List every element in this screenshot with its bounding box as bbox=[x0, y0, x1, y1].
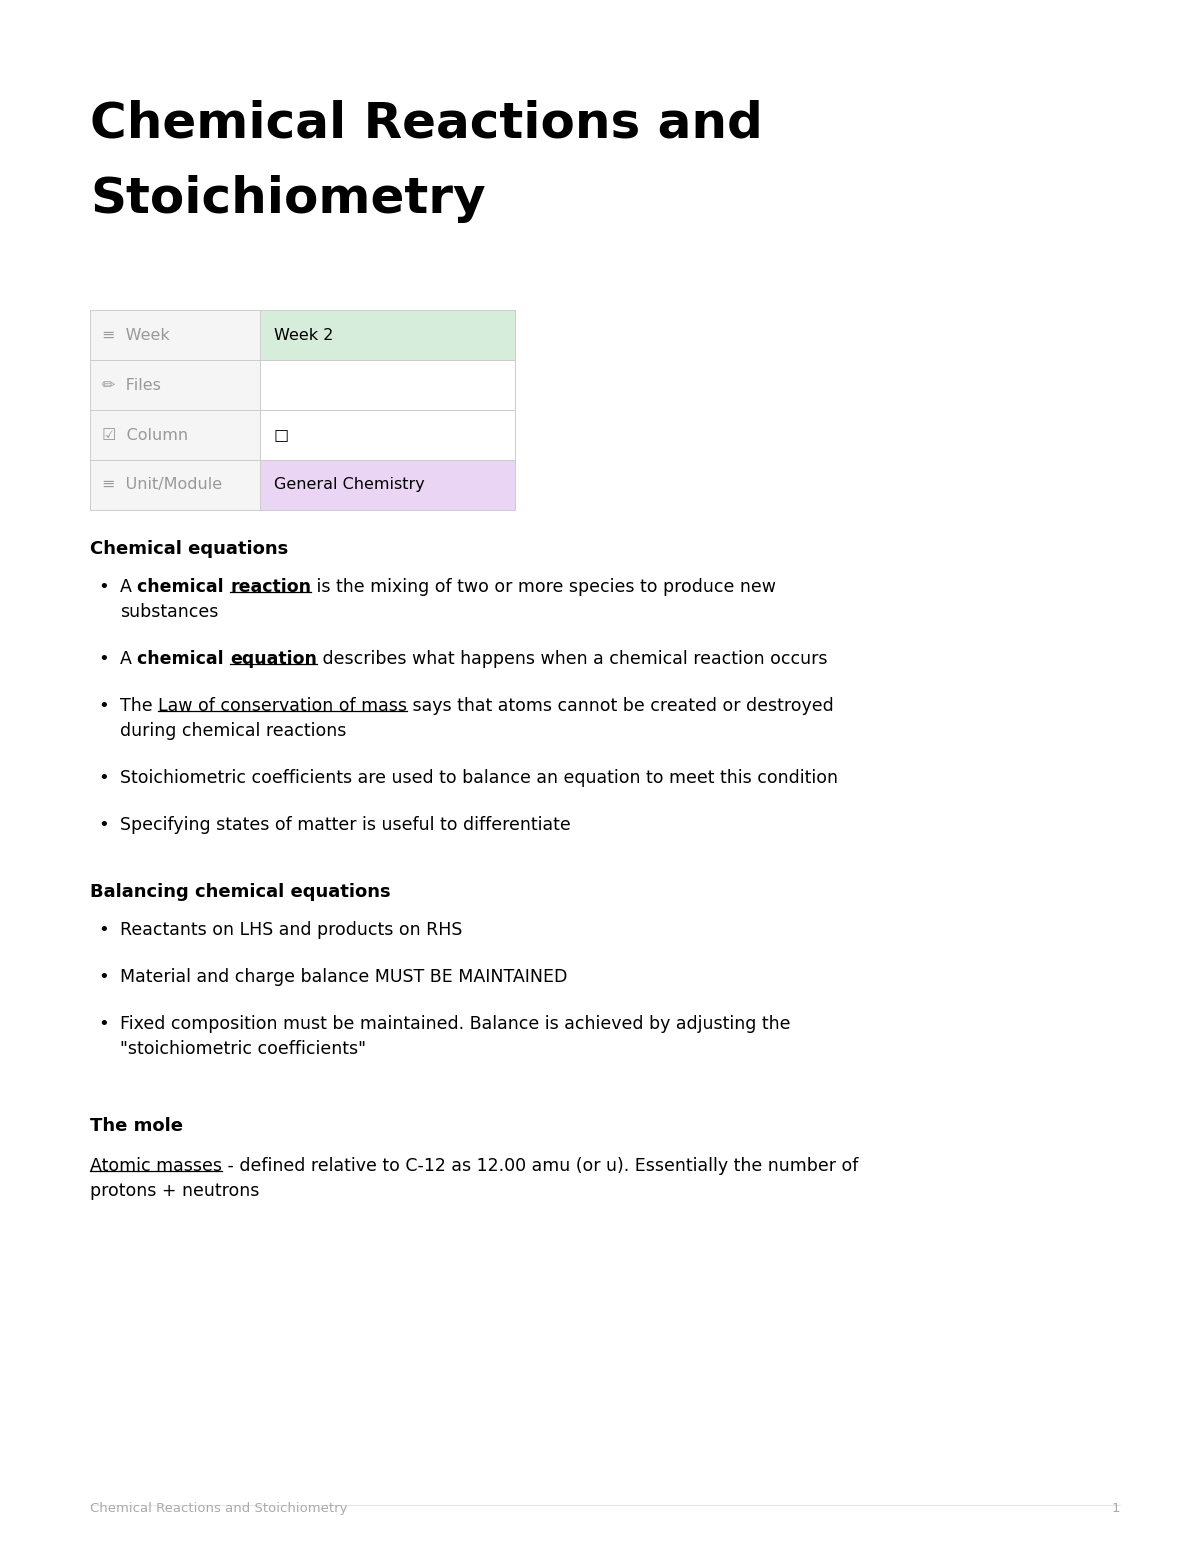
Text: ✏  Files: ✏ Files bbox=[102, 377, 161, 393]
Text: equation: equation bbox=[230, 651, 317, 668]
Bar bbox=[260, 311, 515, 360]
Bar bbox=[90, 311, 260, 360]
Text: Chemical Reactions and Stoichiometry: Chemical Reactions and Stoichiometry bbox=[90, 1502, 348, 1516]
Text: chemical: chemical bbox=[137, 651, 230, 668]
Text: A: A bbox=[120, 578, 137, 596]
Text: "stoichiometric coefficients": "stoichiometric coefficients" bbox=[120, 1041, 366, 1058]
Text: The mole: The mole bbox=[90, 1117, 182, 1135]
Text: 1: 1 bbox=[1111, 1502, 1120, 1516]
Text: ☑  Column: ☑ Column bbox=[102, 427, 188, 443]
Text: Atomic masses: Atomic masses bbox=[90, 1157, 222, 1176]
Text: Chemical Reactions and: Chemical Reactions and bbox=[90, 99, 763, 148]
Text: describes what happens when a chemical reaction occurs: describes what happens when a chemical r… bbox=[317, 651, 827, 668]
Text: during chemical reactions: during chemical reactions bbox=[120, 722, 347, 739]
Text: Balancing chemical equations: Balancing chemical equations bbox=[90, 884, 391, 901]
Bar bbox=[260, 460, 515, 509]
Text: Stoichiometry: Stoichiometry bbox=[90, 175, 486, 224]
Bar bbox=[90, 460, 260, 509]
Bar bbox=[90, 360, 260, 410]
Text: protons + neutrons: protons + neutrons bbox=[90, 1182, 259, 1200]
Text: Reactants on LHS and products on RHS: Reactants on LHS and products on RHS bbox=[120, 921, 462, 940]
Text: •: • bbox=[98, 815, 109, 834]
Text: •: • bbox=[98, 578, 109, 596]
Text: ≡  Unit/Module: ≡ Unit/Module bbox=[102, 477, 222, 492]
Text: Material and charge balance MUST BE MAINTAINED: Material and charge balance MUST BE MAIN… bbox=[120, 968, 568, 986]
Text: A: A bbox=[120, 651, 137, 668]
Text: Law of conservation of mass: Law of conservation of mass bbox=[158, 697, 407, 714]
Text: •: • bbox=[98, 651, 109, 668]
Text: General Chemistry: General Chemistry bbox=[274, 477, 425, 492]
Text: Specifying states of matter is useful to differentiate: Specifying states of matter is useful to… bbox=[120, 815, 571, 834]
Text: - defined relative to C-12 as 12.00 amu (or u). Essentially the number of: - defined relative to C-12 as 12.00 amu … bbox=[222, 1157, 858, 1176]
Bar bbox=[90, 410, 260, 460]
Text: □: □ bbox=[274, 427, 289, 443]
Text: •: • bbox=[98, 921, 109, 940]
Text: says that atoms cannot be created or destroyed: says that atoms cannot be created or des… bbox=[407, 697, 834, 714]
Bar bbox=[260, 410, 515, 460]
Text: •: • bbox=[98, 769, 109, 787]
Text: •: • bbox=[98, 697, 109, 714]
Text: Week 2: Week 2 bbox=[274, 328, 334, 343]
Text: substances: substances bbox=[120, 603, 218, 621]
Text: •: • bbox=[98, 968, 109, 986]
Text: reaction: reaction bbox=[230, 578, 311, 596]
Text: Stoichiometric coefficients are used to balance an equation to meet this conditi: Stoichiometric coefficients are used to … bbox=[120, 769, 838, 787]
Text: is the mixing of two or more species to produce new: is the mixing of two or more species to … bbox=[311, 578, 776, 596]
Text: The: The bbox=[120, 697, 158, 714]
Text: ≡  Week: ≡ Week bbox=[102, 328, 169, 343]
Bar bbox=[260, 360, 515, 410]
Text: Chemical equations: Chemical equations bbox=[90, 540, 288, 558]
Text: chemical: chemical bbox=[137, 578, 230, 596]
Text: •: • bbox=[98, 1016, 109, 1033]
Text: Fixed composition must be maintained. Balance is achieved by adjusting the: Fixed composition must be maintained. Ba… bbox=[120, 1016, 791, 1033]
